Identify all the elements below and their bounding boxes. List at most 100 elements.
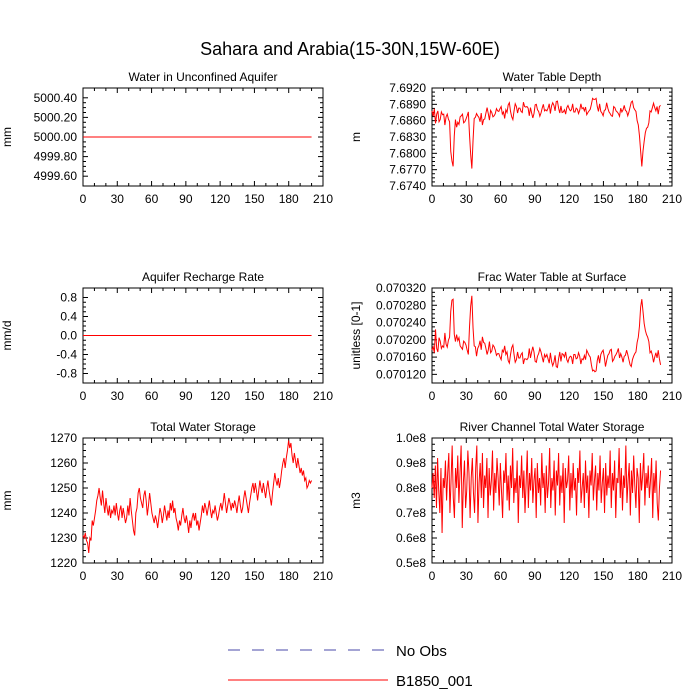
plot-frame bbox=[431, 87, 673, 187]
y-tick-label: 0.070120 bbox=[376, 367, 426, 381]
y-tick-label: 1230 bbox=[50, 531, 77, 545]
y-tick-label: -0.4 bbox=[56, 348, 77, 362]
y-axis-label: mm bbox=[0, 127, 14, 147]
x-tick-label: 120 bbox=[210, 389, 230, 403]
panel-title: Total Water Storage bbox=[150, 420, 256, 434]
x-tick-label: 210 bbox=[313, 192, 333, 206]
figure-title: Sahara and Arabia(15-30N,15W-60E) bbox=[200, 39, 500, 59]
chart-panel: Water in Unconfined Aquifer mm 0 30 60 90 120 1… bbox=[0, 70, 333, 206]
x-tick-label: 90 bbox=[179, 192, 193, 206]
x-tick-label: 60 bbox=[145, 569, 159, 583]
x-tick-label: 0 bbox=[429, 389, 436, 403]
y-tick-label: 7.6920 bbox=[389, 81, 426, 95]
y-tick-label: 7.6860 bbox=[389, 114, 426, 128]
y-tick-label: 0.9e8 bbox=[396, 456, 426, 470]
x-tick-label: 180 bbox=[279, 389, 299, 403]
series-line-b1850 bbox=[82, 440, 313, 554]
y-tick-label: 1260 bbox=[50, 456, 77, 470]
y-tick-label: 0.6e8 bbox=[396, 531, 426, 545]
x-tick-label: 30 bbox=[460, 192, 474, 206]
x-tick-label: 120 bbox=[210, 192, 230, 206]
chart-panel: Frac Water Table at Surface unitless [0-1… bbox=[349, 270, 682, 403]
x-tick-label: 150 bbox=[593, 192, 613, 206]
panel-title: River Channel Total Water Storage bbox=[460, 420, 645, 434]
y-tick-label: 0.5e8 bbox=[396, 556, 426, 570]
x-tick-label: 60 bbox=[494, 192, 508, 206]
y-tick-label: 0.070160 bbox=[376, 350, 426, 364]
y-tick-label: 1220 bbox=[50, 556, 77, 570]
x-tick-label: 0 bbox=[80, 389, 87, 403]
y-tick-label: 0.0 bbox=[60, 329, 77, 343]
x-tick-label: 30 bbox=[111, 389, 125, 403]
panel-title: Water Table Depth bbox=[503, 70, 602, 84]
y-tick-label: 0.070280 bbox=[376, 298, 426, 312]
x-tick-label: 180 bbox=[628, 389, 648, 403]
y-tick-label: 7.6740 bbox=[389, 179, 426, 193]
x-tick-label: 90 bbox=[528, 389, 542, 403]
legend-label-b1850: B1850_001 bbox=[396, 673, 473, 690]
x-tick-label: 0 bbox=[429, 569, 436, 583]
y-tick-label: 0.8e8 bbox=[396, 481, 426, 495]
y-tick-label: 5000.20 bbox=[34, 110, 78, 124]
y-axis-label: m bbox=[349, 132, 363, 142]
y-tick-label: 1240 bbox=[50, 506, 77, 520]
x-tick-label: 0 bbox=[429, 192, 436, 206]
y-tick-label: 5000.40 bbox=[34, 91, 78, 105]
x-tick-label: 150 bbox=[244, 569, 264, 583]
x-tick-label: 90 bbox=[528, 192, 542, 206]
legend: No Obs B1850_001 bbox=[228, 643, 473, 690]
x-tick-label: 30 bbox=[460, 389, 474, 403]
x-tick-label: 180 bbox=[628, 569, 648, 583]
y-tick-label: 0.070200 bbox=[376, 333, 426, 347]
plot-frame bbox=[82, 437, 324, 564]
y-tick-label: 0.8 bbox=[60, 291, 77, 305]
x-tick-label: 0 bbox=[80, 192, 87, 206]
y-tick-label: 7.6830 bbox=[389, 130, 426, 144]
x-tick-label: 60 bbox=[145, 192, 159, 206]
panel-title: Water in Unconfined Aquifer bbox=[129, 70, 278, 84]
y-tick-label: 1270 bbox=[50, 431, 77, 445]
x-tick-label: 150 bbox=[244, 192, 264, 206]
x-tick-label: 210 bbox=[662, 389, 682, 403]
chart-panel: Aquifer Recharge Rate mm/d 0 30 60 90 120 150 18… bbox=[0, 270, 333, 403]
y-axis-label: mm bbox=[0, 491, 14, 511]
x-tick-label: 0 bbox=[80, 569, 87, 583]
y-tick-label: 1250 bbox=[50, 481, 77, 495]
x-tick-label: 150 bbox=[593, 569, 613, 583]
chart-panel: River Channel Total Water Storage m3 0 30 60… bbox=[349, 420, 682, 583]
x-tick-label: 60 bbox=[494, 389, 508, 403]
panels: Water in Unconfined Aquifer mm 0 30 60 90 120 1… bbox=[0, 70, 682, 583]
plot-frame bbox=[431, 287, 673, 384]
x-tick-label: 120 bbox=[559, 192, 579, 206]
y-tick-label: 4999.80 bbox=[34, 150, 78, 164]
x-tick-label: 30 bbox=[111, 569, 125, 583]
x-tick-label: 120 bbox=[210, 569, 230, 583]
x-tick-label: 180 bbox=[628, 192, 648, 206]
y-axis-label: mm/d bbox=[0, 321, 14, 351]
x-tick-label: 180 bbox=[279, 569, 299, 583]
panel-title: Frac Water Table at Surface bbox=[478, 270, 627, 284]
x-tick-label: 60 bbox=[494, 569, 508, 583]
x-tick-label: 90 bbox=[179, 569, 193, 583]
y-tick-label: 4999.60 bbox=[34, 169, 78, 183]
y-tick-label: 1.0e8 bbox=[396, 431, 426, 445]
y-tick-label: 0.070320 bbox=[376, 281, 426, 295]
x-tick-label: 120 bbox=[559, 389, 579, 403]
x-tick-label: 90 bbox=[179, 389, 193, 403]
series-line-b1850 bbox=[431, 445, 662, 534]
chart-panel: Water Table Depth m 0 30 60 90 120 150 180 210 7.6… bbox=[349, 70, 682, 206]
y-tick-label: 7.6890 bbox=[389, 97, 426, 111]
y-tick-label: 5000.00 bbox=[34, 130, 78, 144]
y-tick-label: -0.8 bbox=[56, 367, 77, 381]
y-tick-label: 0.7e8 bbox=[396, 506, 426, 520]
y-tick-label: 7.6800 bbox=[389, 146, 426, 160]
series-line-b1850 bbox=[431, 295, 662, 373]
y-axis-label: m3 bbox=[349, 492, 363, 509]
x-tick-label: 60 bbox=[145, 389, 159, 403]
x-tick-label: 210 bbox=[313, 569, 333, 583]
x-tick-label: 30 bbox=[460, 569, 474, 583]
x-tick-label: 90 bbox=[528, 569, 542, 583]
x-tick-label: 120 bbox=[559, 569, 579, 583]
x-tick-label: 180 bbox=[279, 192, 299, 206]
